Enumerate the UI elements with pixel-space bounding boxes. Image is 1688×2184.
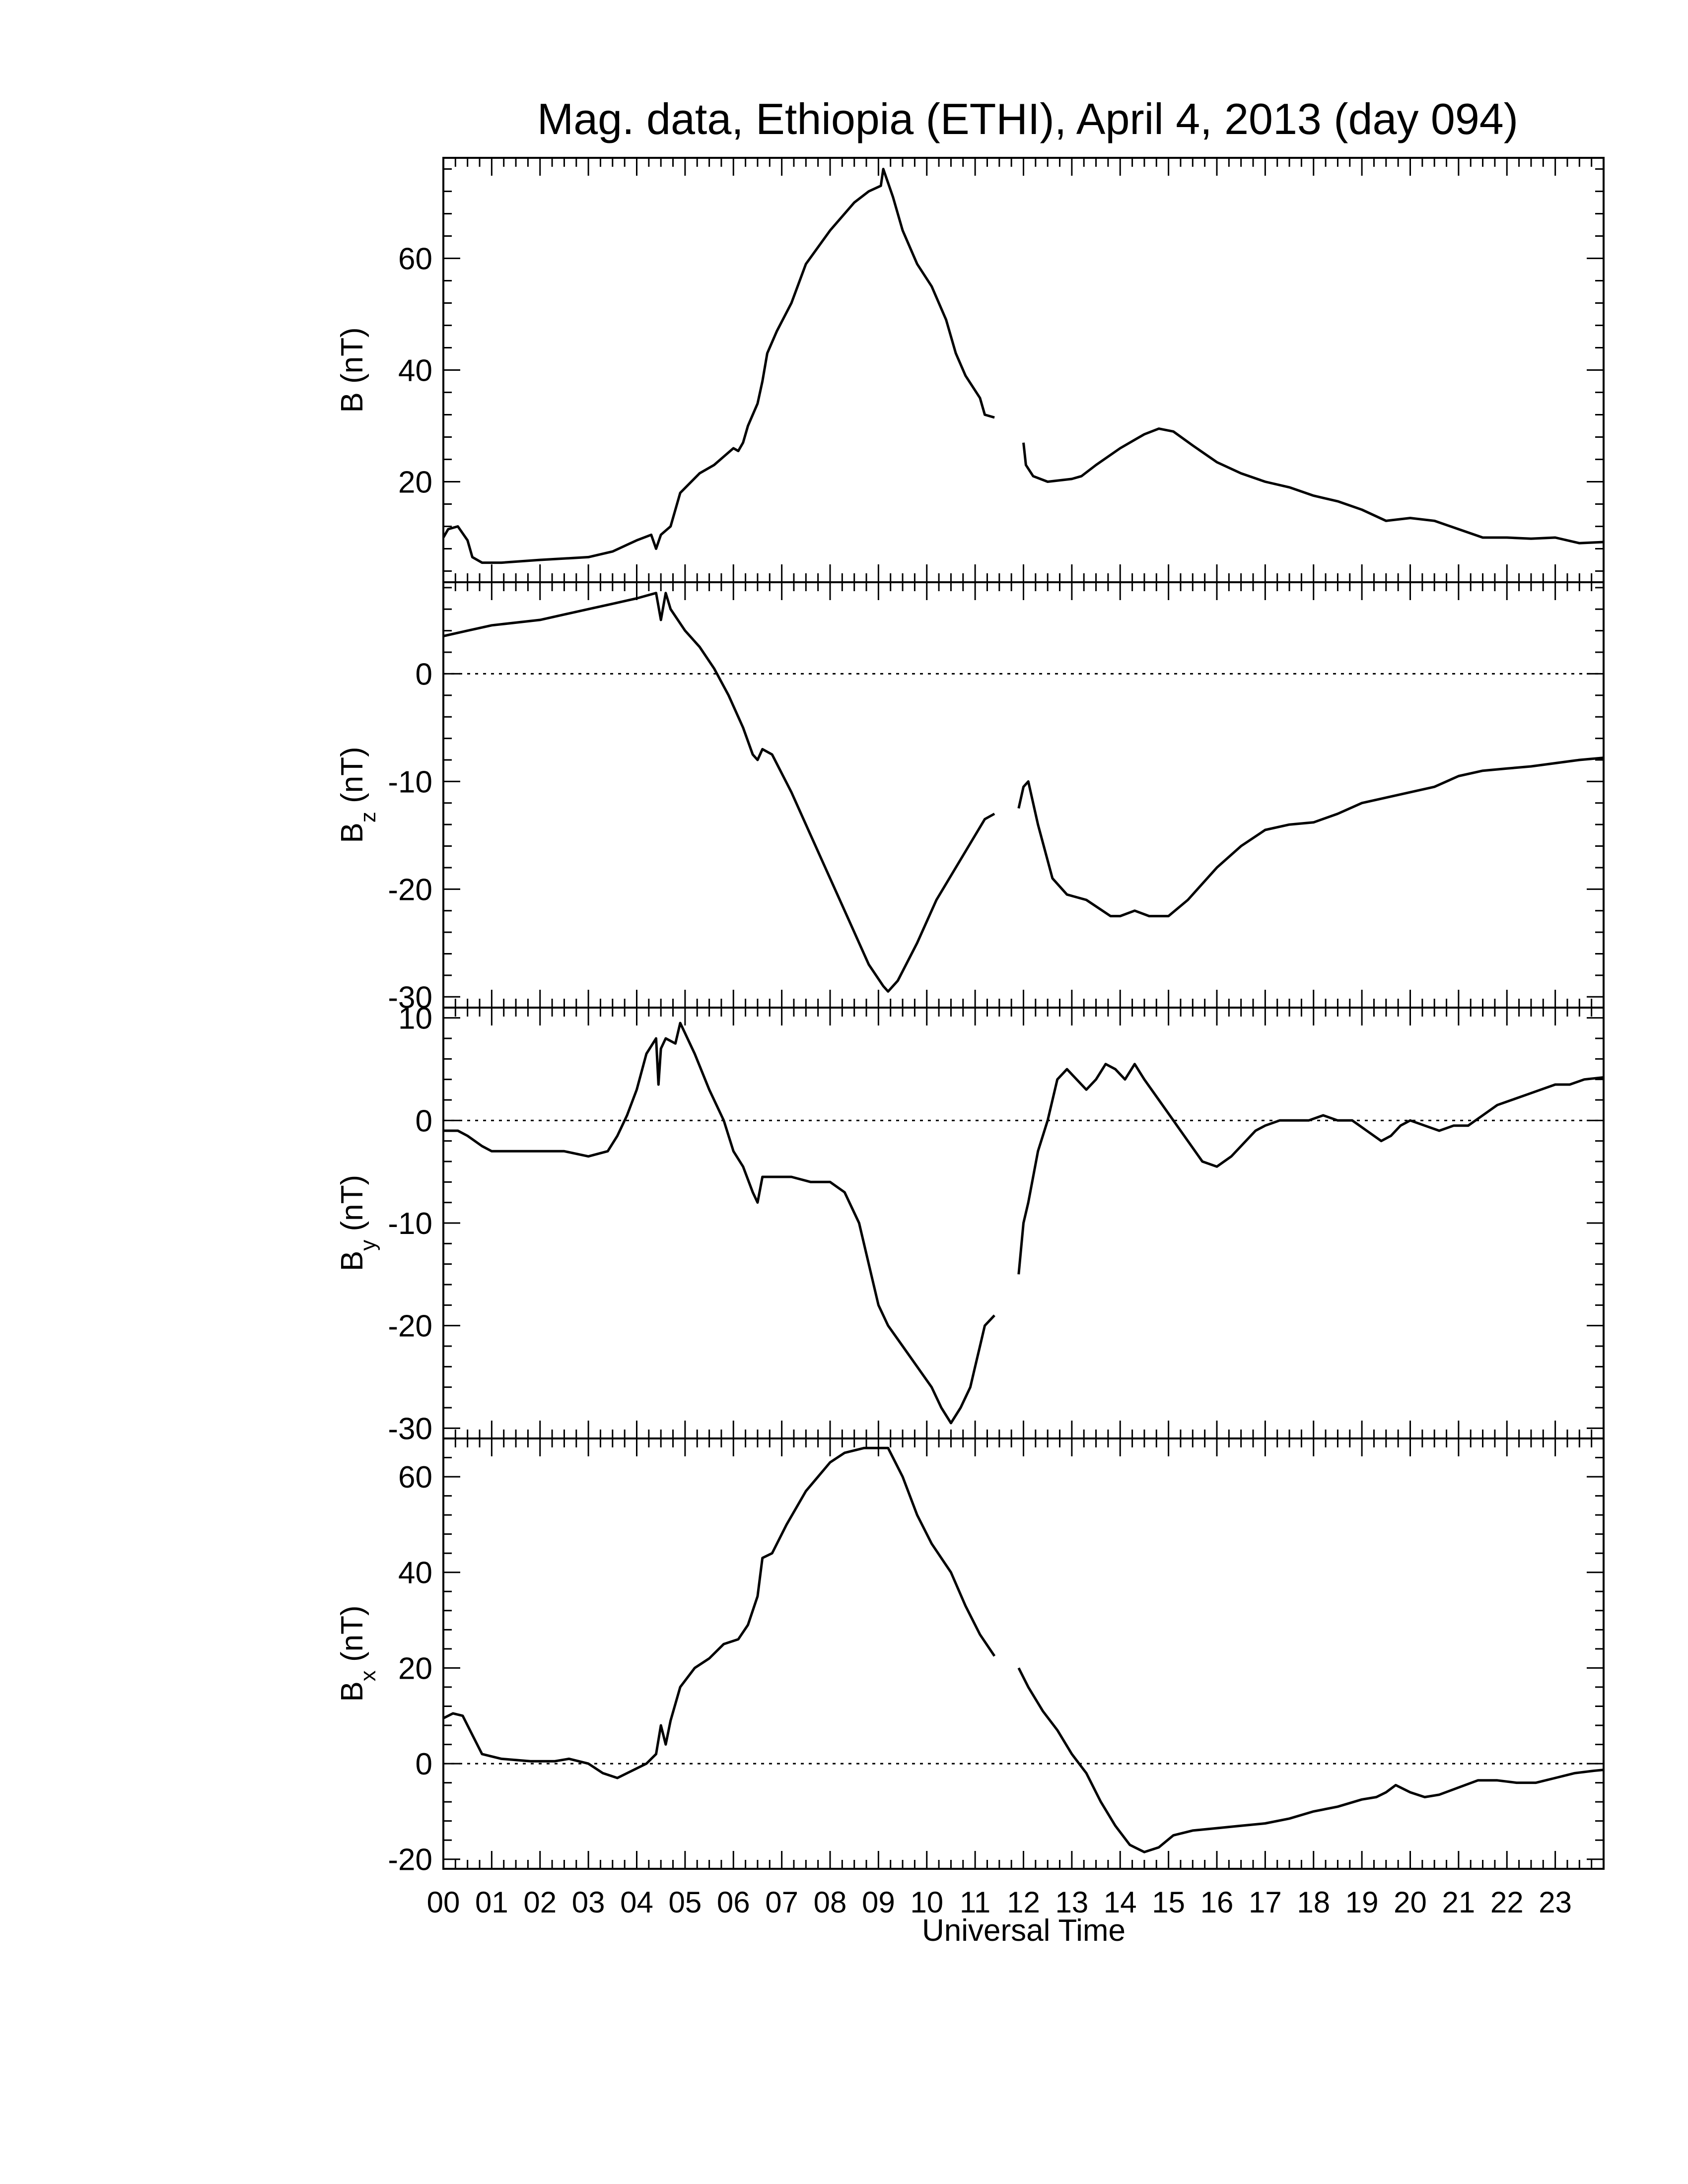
x-tick-label: 21 [1442,1886,1476,1919]
panel-frame [442,581,1605,1009]
y-tick-label: 0 [416,657,432,691]
x-tick-label: 16 [1200,1886,1234,1919]
x-tick-label: 02 [523,1886,557,1919]
x-tick-label: 01 [475,1886,508,1919]
x-tick-label: 10 [910,1886,943,1919]
panel-b: 20 40 60 B (nT) [335,157,1605,583]
x-tick-label: 07 [765,1886,798,1919]
x-tick-label: 11 [960,1886,990,1919]
x-tick-label: 06 [717,1886,750,1919]
x-tick-label: 15 [1152,1886,1185,1919]
series-line-by-seg2 [1017,1063,1604,1275]
x-tick-label: 14 [1104,1886,1137,1919]
series-line-b-seg1 [442,168,995,564]
x-tick-label: 17 [1249,1886,1282,1919]
panel-by: -30 -20 -10 0 10 By (nT) [335,1002,1605,1446]
y-tick-label: 40 [398,1556,432,1590]
y-tick-label: -20 [388,1309,432,1344]
x-tick-label: 12 [1007,1886,1040,1919]
panel-bz: -30 -20 -10 0 Bz (nT) [335,581,1605,1015]
x-tick-label: 08 [814,1886,847,1919]
series-line-by-seg1 [443,1022,995,1425]
y-axis-label: Bx (nT) [335,1605,380,1702]
series-line-bz-seg2 [1017,756,1604,918]
x-tick-label: 18 [1297,1886,1330,1919]
x-tick-label: 19 [1345,1886,1379,1919]
y-tick-label: 10 [398,1002,432,1036]
y-tick-label: -10 [388,765,432,799]
x-tick-label: 04 [620,1886,653,1919]
series-line-b-seg2 [1022,427,1604,545]
series-line-bz-seg1 [443,592,995,993]
x-tick-label: 00 [427,1886,460,1919]
x-axis: 00 01 02 03 04 05 06 07 08 09 10 11 12 13 14 15 16 17 18 19… [427,1886,1572,1919]
x-axis-label: Universal Time [922,1913,1125,1948]
y-tick-label: -10 [388,1207,432,1241]
panel-bx: -20 0 20 40 60 Bx (nT) [335,1437,1605,1877]
y-tick-label: 60 [398,242,432,276]
y-axis-label: B (nT) [335,327,369,412]
x-tick-label: 23 [1539,1886,1572,1919]
panels: 20 40 60 B (nT) -30 -20 -10 0 Bz (nT) -30 -20 -10 0 1… [335,157,1605,1877]
y-tick-label: 20 [398,466,432,500]
x-tick-label: 05 [669,1886,702,1919]
x-tick-label: 20 [1394,1886,1427,1919]
y-tick-label: 0 [416,1104,432,1138]
panel-frame [442,157,1605,583]
x-tick-label: 09 [862,1886,895,1919]
y-tick-label: -30 [388,980,432,1015]
chart-title: Mag. data, Ethiopia (ETHI), April 4, 201… [537,94,1518,143]
y-tick-label: 20 [398,1651,432,1686]
y-tick-label: 0 [416,1747,432,1781]
series-line-bx-seg1 [442,1446,996,1779]
x-tick-label: 13 [1055,1886,1089,1919]
y-axis-label: By (nT) [335,1175,380,1271]
x-tick-label: 22 [1490,1886,1524,1919]
y-tick-label: 60 [398,1460,432,1495]
y-axis-label: Bz (nT) [335,747,380,843]
x-tick-label: 03 [572,1886,605,1919]
y-tick-label: -20 [388,1843,432,1877]
y-tick-label: -30 [388,1412,432,1446]
panel-frame [442,1437,1605,1870]
series-line-bx-seg2 [1017,1667,1604,1853]
y-tick-label: -20 [388,873,432,907]
y-tick-label: 40 [398,354,432,388]
